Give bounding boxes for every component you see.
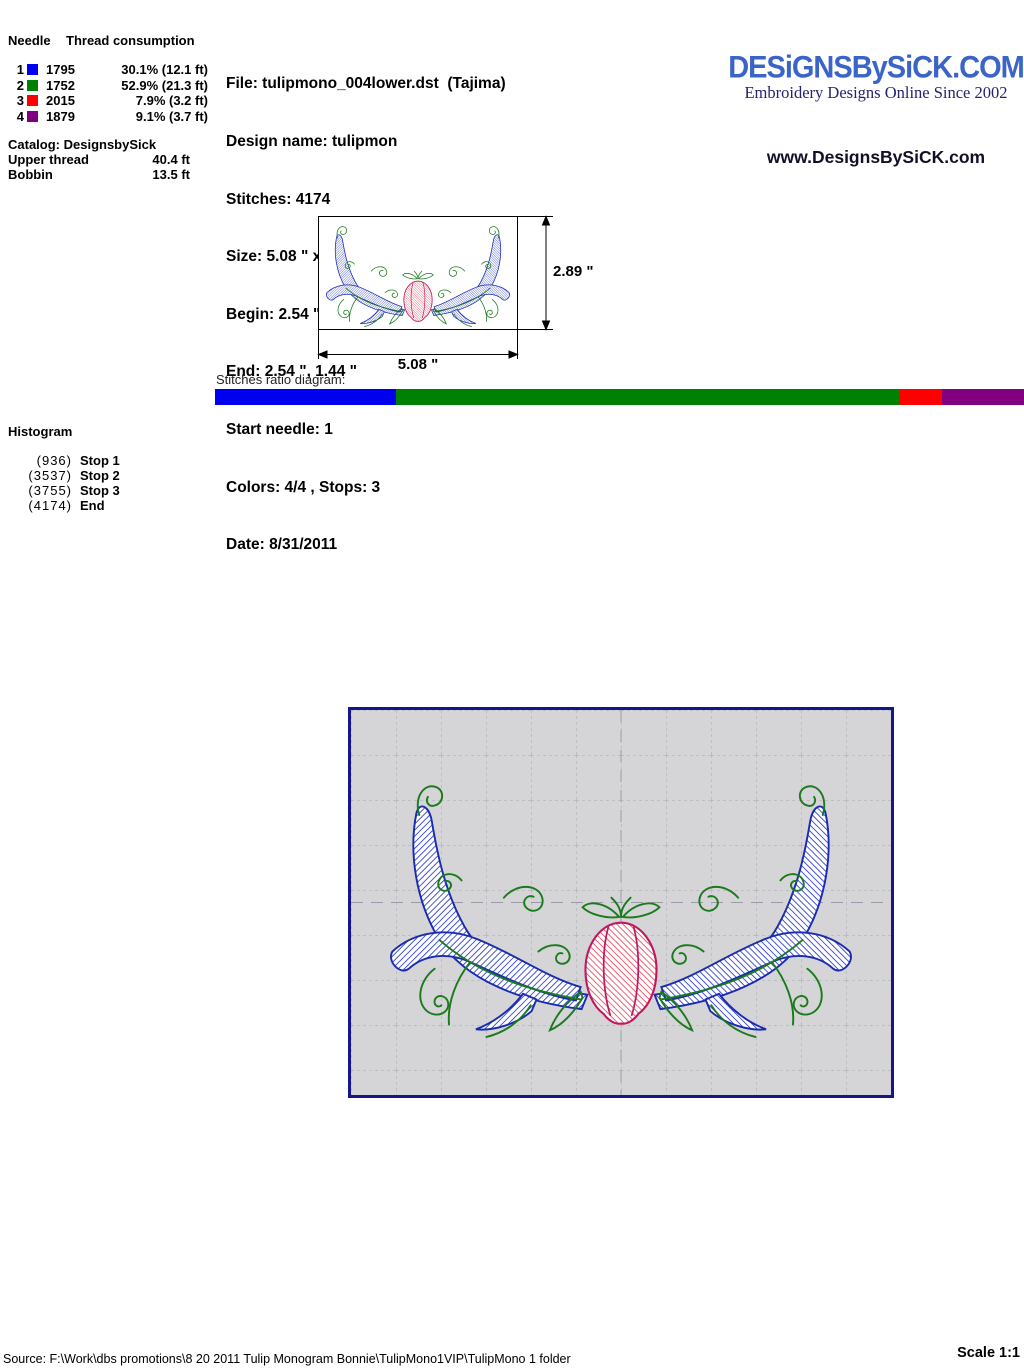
- stitches-ratio-label: Stitches ratio diagram:: [216, 372, 346, 387]
- ratio-segment-needle-1: [215, 389, 397, 405]
- stop-label: Stop 3: [80, 483, 120, 498]
- thumbnail-dimension-drawing: [317, 215, 553, 359]
- embroidery-design-graphic: [351, 710, 891, 1095]
- design-name-line: Design name: tulipmon: [226, 133, 398, 151]
- thread-color-swatch: [27, 95, 38, 107]
- ratio-segment-needle-2: [396, 389, 901, 405]
- needle-row: 2 1752 52.9% (21.3 ft): [8, 78, 218, 94]
- thread-code: 1752: [46, 77, 75, 93]
- thread-code: 2015: [46, 93, 75, 109]
- bobbin-label: Bobbin: [8, 167, 53, 182]
- brand-logo: DESiGNSBySiCK.COM Embroidery Designs Onl…: [728, 50, 1024, 103]
- thread-consumption-table: Needle Thread consumption 1 1795 30.1% (…: [8, 33, 218, 182]
- upper-thread-label: Upper thread: [8, 152, 89, 167]
- needle-column-header: Needle: [8, 33, 51, 48]
- consumption-column-header: Thread consumption: [66, 33, 195, 48]
- thread-code: 1795: [46, 62, 75, 78]
- end-line: End: 2.54 ", 1.44 ": [226, 363, 358, 381]
- thread-code: 1879: [46, 108, 75, 124]
- start-needle-line: Start needle: 1: [226, 421, 333, 439]
- stitch-count: (936): [36, 453, 72, 468]
- histogram-row: (3537) Stop 2: [8, 468, 120, 483]
- thread-consumption-value: 30.1% (12.1 ft): [121, 62, 208, 78]
- stitch-count: (3537): [28, 468, 72, 483]
- ratio-segment-needle-4: [942, 389, 1024, 405]
- needle-row: 3 2015 7.9% (3.2 ft): [8, 93, 218, 109]
- logo-tagline: Embroidery Designs Online Since 2002: [744, 83, 1008, 102]
- thread-consumption-value: 52.9% (21.3 ft): [121, 77, 208, 93]
- thread-consumption-value: 9.1% (3.7 ft): [135, 108, 208, 124]
- histogram-section: Histogram (936) Stop 1 (3537) Stop 2 (37…: [8, 424, 120, 513]
- histogram-row: (4174) End: [8, 498, 120, 513]
- design-preview-canvas: [348, 707, 894, 1098]
- stitches-line: Stitches: 4174: [226, 190, 331, 208]
- needle-row: 4 1879 9.1% (3.7 ft): [8, 109, 218, 125]
- needle-number: 3: [16, 93, 24, 109]
- design-thumbnail-with-dimensions: [315, 213, 575, 383]
- file-name-line: File: tulipmono_004lower.dst (Tajima): [226, 75, 506, 93]
- histogram-row: (3755) Stop 3: [8, 483, 120, 498]
- thread-consumption-value: 7.9% (3.2 ft): [135, 93, 208, 109]
- width-dimension-label: 5.08 ": [397, 356, 439, 373]
- stitch-count: (3755): [28, 483, 72, 498]
- thread-color-swatch: [27, 64, 38, 76]
- height-dimension-label: 2.89 ": [553, 263, 594, 280]
- logo-wordmark: DESiGNSBySiCK.COM: [728, 50, 1024, 86]
- stop-label: End: [80, 498, 105, 513]
- source-path: Source: F:\Work\dbs promotions\8 20 2011…: [3, 1352, 571, 1366]
- upper-thread-value: 40.4 ft: [152, 152, 190, 167]
- needle-number: 2: [16, 77, 24, 93]
- stitch-count: (4174): [28, 498, 72, 513]
- thread-color-swatch: [27, 110, 38, 122]
- catalog-line: Catalog: DesignsbySick: [8, 137, 157, 152]
- stop-label: Stop 1: [80, 453, 120, 468]
- needle-number: 1: [16, 62, 24, 78]
- ratio-segment-needle-3: [900, 389, 943, 405]
- needle-number: 4: [16, 108, 24, 124]
- bobbin-value: 13.5 ft: [152, 167, 190, 182]
- histogram-row: (936) Stop 1: [8, 453, 120, 468]
- colors-line: Colors: 4/4 , Stops: 3: [226, 478, 381, 496]
- date-line: Date: 8/31/2011: [226, 536, 338, 554]
- website-url: www.DesignsBySiCK.com: [766, 147, 986, 167]
- needle-row: 1 1795 30.1% (12.1 ft): [8, 62, 218, 78]
- stitches-ratio-bar: [215, 389, 1024, 405]
- thread-color-swatch: [27, 79, 38, 91]
- scale-label: Scale 1:1: [957, 1345, 1020, 1361]
- stop-label: Stop 2: [80, 468, 120, 483]
- histogram-title: Histogram: [8, 424, 73, 439]
